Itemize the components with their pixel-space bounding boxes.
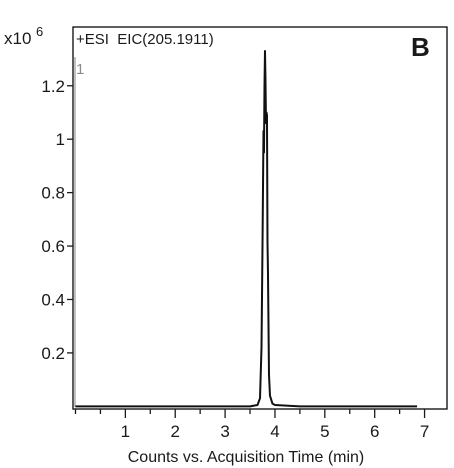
eic-trace-line <box>75 50 418 408</box>
y-tick-label: 1.2 <box>41 77 65 96</box>
trace-number: 1 <box>76 61 84 78</box>
plot-border <box>72 26 448 410</box>
y-scale-exponent: 6 <box>36 24 43 39</box>
trace-layer <box>75 50 418 408</box>
x-tick-label: 5 <box>320 422 329 441</box>
y-tick-label: 0.6 <box>41 237 65 256</box>
x-tick-label: 2 <box>170 422 179 441</box>
y-scale-label: x10 <box>4 29 31 48</box>
y-tick-label: 0.2 <box>41 344 65 363</box>
x-tick-label: 4 <box>270 422 279 441</box>
x-axis: 1 2 3 4 5 6 7 <box>74 409 429 441</box>
y-axis: 0.2 0.4 0.6 0.8 1 1.2 <box>41 77 73 363</box>
chart-header: +ESI EIC(205.1911) <box>76 31 214 48</box>
x-tick-label: 3 <box>220 422 229 441</box>
panel-label: B <box>411 32 430 62</box>
x-tick-label: 1 <box>121 422 130 441</box>
plot-frame <box>72 26 448 410</box>
x-tick-label: 6 <box>370 422 379 441</box>
y-tick-label: 0.8 <box>41 184 65 203</box>
x-axis-title: Counts vs. Acquisition Time (min) <box>128 449 365 466</box>
x-tick-label: 7 <box>420 422 429 441</box>
y-tick-label: 0.4 <box>41 290 65 309</box>
y-tick-label: 1 <box>56 130 65 149</box>
